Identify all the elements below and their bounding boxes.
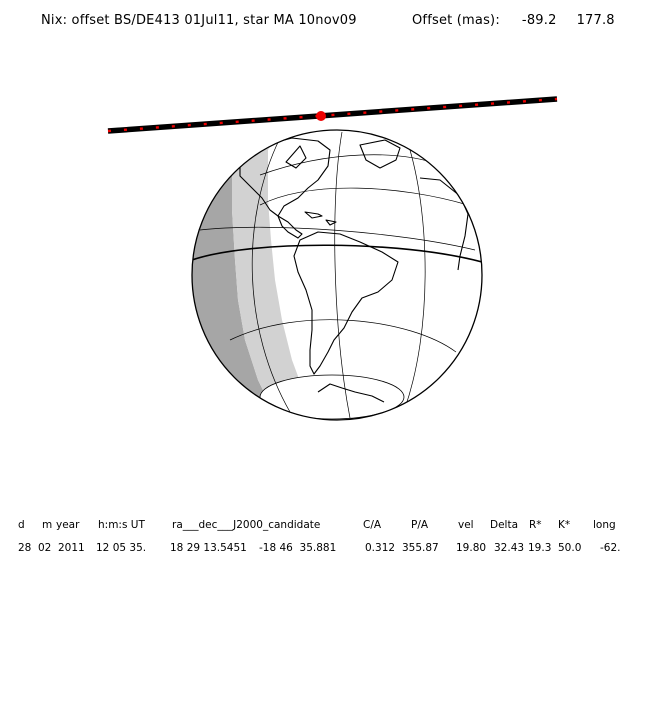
val-rstar: 19.3 xyxy=(528,542,552,554)
val-time: 12 05 35. xyxy=(96,542,147,554)
val-year: 2011 xyxy=(58,542,85,554)
val-ra: 18 29 13.5451 xyxy=(170,542,247,554)
val-long: -62. xyxy=(600,542,621,554)
col-radec: ra___dec___J2000_candidate xyxy=(172,519,321,531)
event-point xyxy=(316,111,326,121)
val-month: 02 xyxy=(38,542,52,554)
col-vel: vel xyxy=(458,519,474,531)
twilight-shade xyxy=(232,130,322,420)
col-long: long xyxy=(593,519,616,531)
antarctic-cap xyxy=(259,374,405,420)
val-day: 28 xyxy=(18,542,32,554)
offset-y-value: 177.8 xyxy=(576,13,615,28)
continent-outlines xyxy=(239,137,469,403)
equator-line xyxy=(192,244,482,263)
shadow-track xyxy=(107,96,558,134)
col-delta: Delta xyxy=(490,519,519,531)
val-dec: -18 46 35.881 xyxy=(259,542,337,554)
col-year: year xyxy=(56,519,80,531)
offset-label: Offset (mas): xyxy=(412,13,500,28)
val-delta: 32.43 xyxy=(494,542,525,554)
val-vel: 19.80 xyxy=(456,542,487,554)
val-kstar: 50.0 xyxy=(558,542,582,554)
globe-limb xyxy=(191,129,483,421)
plot-title: Nix: offset BS/DE413 01Jul11, star MA 10… xyxy=(41,13,357,28)
col-pa: P/A xyxy=(411,519,429,531)
col-ca: C/A xyxy=(363,519,382,531)
offset-x-value: -89.2 xyxy=(521,13,557,28)
offset-readout: Offset (mas): -89.2 177.8 xyxy=(412,13,615,28)
col-day: d xyxy=(18,519,25,531)
col-rstar: R* xyxy=(529,519,542,531)
event-table-header: d m year h:m:s UT ra___dec___J2000_candi… xyxy=(0,519,616,675)
col-kstar: K* xyxy=(558,519,571,531)
graticule xyxy=(199,131,476,419)
col-month: m xyxy=(42,519,53,531)
occultation-map xyxy=(107,96,558,421)
col-time: h:m:s UT xyxy=(98,519,145,531)
val-pa: 355.87 xyxy=(402,542,439,554)
event-table-row: 28 02 2011 12 05 35. 18 29 13.5451 -18 4… xyxy=(0,542,621,710)
val-ca: 0.312 xyxy=(365,542,396,554)
